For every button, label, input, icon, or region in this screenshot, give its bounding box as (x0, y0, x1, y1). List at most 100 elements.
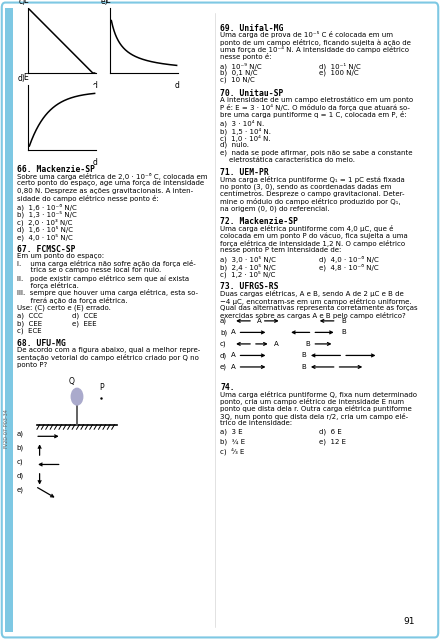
Text: a)  3 · 10⁴ N.: a) 3 · 10⁴ N. (220, 120, 264, 127)
Text: e)  nada se pode afirmar, pois não se sabe a constante: e) nada se pode afirmar, pois não se sab… (220, 149, 413, 156)
Text: ponto de um campo elétrico, ficando sujeita à ação de: ponto de um campo elétrico, ficando suje… (220, 39, 411, 46)
Text: c): c) (220, 340, 227, 347)
Text: b)  1,3 · 10⁻⁵ N/C: b) 1,3 · 10⁻⁵ N/C (17, 211, 77, 218)
Text: A intensidade de um campo eletrostático em um ponto: A intensidade de um campo eletrostático … (220, 97, 413, 103)
Text: trico de intensidade:: trico de intensidade: (220, 420, 292, 426)
Text: 69. Unifal-MG: 69. Unifal-MG (220, 24, 283, 33)
Text: II.   pode existir campo elétrico sem que aí exista: II. pode existir campo elétrico sem que … (17, 275, 189, 282)
Text: B: B (306, 341, 311, 347)
Text: 0,80 N. Despreze as ações gravitacionais. A inten-: 0,80 N. Despreze as ações gravitacionais… (17, 188, 193, 193)
Bar (5, 8, 13, 632)
Text: a)  3 E: a) 3 E (220, 429, 242, 435)
Text: E: E (105, 0, 110, 5)
Text: frerá ação da força elétrica.: frerá ação da força elétrica. (17, 297, 127, 304)
Text: d: d (92, 81, 97, 90)
Text: c)  2,0 · 10³ N/C: c) 2,0 · 10³ N/C (17, 218, 72, 226)
Text: b)  1,5 · 10⁴ N.: b) 1,5 · 10⁴ N. (220, 127, 271, 134)
Text: trica se o campo nesse local for nulo.: trica se o campo nesse local for nulo. (17, 268, 161, 273)
Text: 70. Unitau-SP: 70. Unitau-SP (220, 89, 283, 98)
Text: e)  4,8 · 10⁻⁶ N/C: e) 4,8 · 10⁻⁶ N/C (319, 263, 379, 271)
Text: A: A (274, 341, 279, 347)
Text: colocada em um ponto P do vácuo, fica sujeita a uma: colocada em um ponto P do vácuo, fica su… (220, 232, 408, 239)
FancyBboxPatch shape (2, 3, 438, 637)
Text: d)  1,6 · 10⁵ N/C: d) 1,6 · 10⁵ N/C (17, 226, 73, 233)
Text: e)  EEE: e) EEE (72, 320, 96, 326)
Text: P é: E = 3 · 10⁴ N/C. O módulo da força que atuará so-: P é: E = 3 · 10⁴ N/C. O módulo da força … (220, 104, 410, 111)
Text: a)  3,0 · 10⁵ N/C: a) 3,0 · 10⁵ N/C (220, 256, 276, 264)
Text: d)  6 E: d) 6 E (319, 429, 342, 435)
Text: eletrostática característica do meio.: eletrostática característica do meio. (220, 157, 355, 163)
Text: 71. UEM-PR: 71. UEM-PR (220, 168, 269, 177)
Text: c)  10 N/C: c) 10 N/C (220, 77, 255, 83)
Text: certo ponto do espaço, age uma força de intensidade: certo ponto do espaço, age uma força de … (17, 180, 204, 186)
Text: A: A (231, 353, 236, 358)
Text: a)  10⁻⁹ N/C: a) 10⁻⁹ N/C (220, 62, 262, 70)
Text: centímetros. Despreze o campo gravitacional. Deter-: centímetros. Despreze o campo gravitacio… (220, 191, 404, 197)
Text: b)  2,4 · 10⁵ N/C: b) 2,4 · 10⁵ N/C (220, 263, 276, 271)
Text: Uma carga de prova de 10⁻⁵ C é colocada em um: Uma carga de prova de 10⁻⁵ C é colocada … (220, 31, 393, 38)
Text: De acordo com a figura abaixo, qual a melhor repre-: De acordo com a figura abaixo, qual a me… (17, 347, 200, 353)
Text: uma força de 10⁻⁴ N. A intensidade do campo elétrico: uma força de 10⁻⁴ N. A intensidade do ca… (220, 46, 409, 53)
Text: −4 μC, encontram-se em um campo elétrico uniforme.: −4 μC, encontram-se em um campo elétrico… (220, 298, 412, 305)
Text: 68. UFU-MG: 68. UFU-MG (17, 339, 66, 348)
Text: P: P (99, 383, 103, 392)
Text: d)  4,0 · 10⁻⁶ N/C: d) 4,0 · 10⁻⁶ N/C (319, 256, 379, 264)
Text: d): d) (220, 352, 227, 358)
Text: nesse ponto P tem intensidade de:: nesse ponto P tem intensidade de: (220, 247, 341, 253)
Text: 72. Mackenzie-SP: 72. Mackenzie-SP (220, 218, 298, 227)
Text: 3Q, num ponto que dista dela r/2, cria um campo elé-: 3Q, num ponto que dista dela r/2, cria u… (220, 413, 408, 420)
Text: a): a) (220, 317, 227, 324)
Text: Qual das alternativas representa corretamente as forças: Qual das alternativas representa correta… (220, 305, 418, 311)
Text: 67. FCMSC-SP: 67. FCMSC-SP (17, 245, 75, 254)
Text: Uma carga elétrica puntiforme Q₁ = 1 pC está fixada: Uma carga elétrica puntiforme Q₁ = 1 pC … (220, 176, 405, 183)
Text: força elétrica de intensidade 1,2 N. O campo elétrico: força elétrica de intensidade 1,2 N. O c… (220, 240, 405, 247)
Text: A: A (231, 330, 236, 335)
Text: Q: Q (68, 378, 74, 387)
Text: ponto, cria um campo elétrico de intensidade E num: ponto, cria um campo elétrico de intensi… (220, 398, 404, 405)
Text: e): e) (100, 0, 108, 6)
Text: e): e) (220, 364, 227, 370)
Text: 74.: 74. (220, 383, 235, 392)
Text: b)  0,1 N/C: b) 0,1 N/C (220, 70, 257, 76)
Text: c)  1,2 · 10⁵ N/C: c) 1,2 · 10⁵ N/C (220, 271, 275, 278)
Text: Duas cargas elétricas, A e B, sendo A de 2 μC e B de: Duas cargas elétricas, A e B, sendo A de… (220, 290, 404, 297)
Text: b)  ¾ E: b) ¾ E (220, 438, 245, 445)
Text: exercidas sobre as cargas A e B pelo campo elétrico?: exercidas sobre as cargas A e B pelo cam… (220, 312, 406, 319)
Text: FV2D-07-P03-34: FV2D-07-P03-34 (4, 408, 8, 448)
Text: A: A (257, 318, 261, 324)
Text: Use: (C) certo e (E) errado.: Use: (C) certo e (E) errado. (17, 304, 110, 310)
Text: a)  1,6 · 10⁻⁶ N/C: a) 1,6 · 10⁻⁶ N/C (17, 204, 77, 211)
Text: bre uma carga puntiforme q = 1 C, colocada em P, é:: bre uma carga puntiforme q = 1 C, coloca… (220, 111, 407, 118)
Text: d: d (175, 81, 180, 90)
Text: d)  nulo.: d) nulo. (220, 142, 249, 148)
Text: força elétrica.: força elétrica. (17, 282, 79, 289)
Text: I.    uma carga elétrica não sofre ação da força elé-: I. uma carga elétrica não sofre ação da … (17, 260, 195, 267)
Text: d): d) (17, 473, 24, 479)
Text: d)  10⁻¹ N/C: d) 10⁻¹ N/C (319, 62, 361, 70)
Text: c): c) (17, 459, 23, 465)
Text: b)  CEE: b) CEE (17, 320, 42, 326)
Text: ponto P?: ponto P? (17, 362, 47, 368)
Text: a)  CCC: a) CCC (17, 313, 43, 319)
Text: e)  100 N/C: e) 100 N/C (319, 70, 359, 76)
Text: b): b) (17, 445, 24, 451)
Text: B: B (301, 353, 306, 358)
Text: d: d (92, 158, 97, 167)
Text: sidade do campo elétrico nesse ponto é:: sidade do campo elétrico nesse ponto é: (17, 195, 158, 202)
Text: ponto que dista dela r. Outra carga elétrica puntiforme: ponto que dista dela r. Outra carga elét… (220, 405, 412, 412)
Text: mine o módulo do campo elétrico produzido por Q₁,: mine o módulo do campo elétrico produzid… (220, 198, 401, 205)
Text: c)  1,0 · 10⁴ N.: c) 1,0 · 10⁴ N. (220, 134, 271, 142)
Text: III.  sempre que houver uma carga elétrica, esta so-: III. sempre que houver uma carga elétric… (17, 289, 198, 296)
Text: E: E (23, 0, 28, 5)
Text: e)  12 E: e) 12 E (319, 438, 346, 445)
Text: B: B (301, 364, 306, 370)
Text: B: B (341, 318, 346, 324)
Text: Em um ponto do espaço:: Em um ponto do espaço: (17, 253, 104, 259)
Text: E: E (23, 74, 28, 83)
Text: 91: 91 (403, 617, 415, 626)
Text: e): e) (17, 487, 24, 493)
Text: na origem (0, 0) do referencial.: na origem (0, 0) do referencial. (220, 205, 330, 212)
Text: Uma carga elétrica puntiforme com 4,0 μC, que é: Uma carga elétrica puntiforme com 4,0 μC… (220, 225, 393, 232)
Text: d): d) (18, 74, 26, 83)
Text: A: A (231, 364, 236, 370)
